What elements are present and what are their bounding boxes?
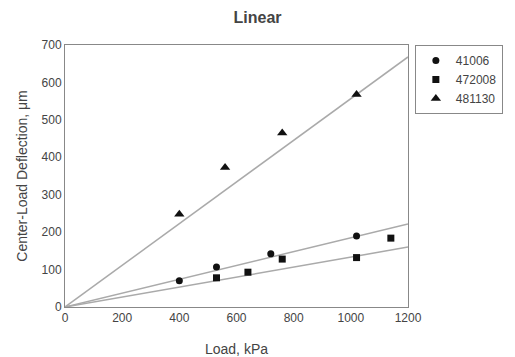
svg-text:500: 500	[42, 113, 62, 127]
svg-text:481130: 481130	[456, 92, 495, 106]
svg-text:400: 400	[42, 150, 62, 164]
svg-text:472008: 472008	[456, 73, 496, 87]
svg-text:Linear: Linear	[233, 9, 281, 26]
svg-text:1200: 1200	[395, 311, 422, 325]
svg-text:41006: 41006	[456, 54, 490, 68]
svg-text:0: 0	[62, 311, 69, 325]
svg-text:700: 700	[42, 38, 62, 52]
svg-text:Center-Load Deflection, μm: Center-Load Deflection, μm	[14, 90, 30, 261]
svg-text:800: 800	[284, 311, 304, 325]
svg-text:200: 200	[42, 225, 62, 239]
svg-text:100: 100	[42, 263, 62, 277]
svg-text:1000: 1000	[337, 311, 364, 325]
svg-text:300: 300	[42, 188, 62, 202]
svg-text:400: 400	[169, 311, 189, 325]
svg-text:600: 600	[226, 311, 246, 325]
svg-text:200: 200	[112, 311, 132, 325]
svg-text:0: 0	[55, 300, 62, 314]
svg-text:Load, kPa: Load, kPa	[205, 341, 268, 357]
svg-text:600: 600	[42, 76, 62, 90]
